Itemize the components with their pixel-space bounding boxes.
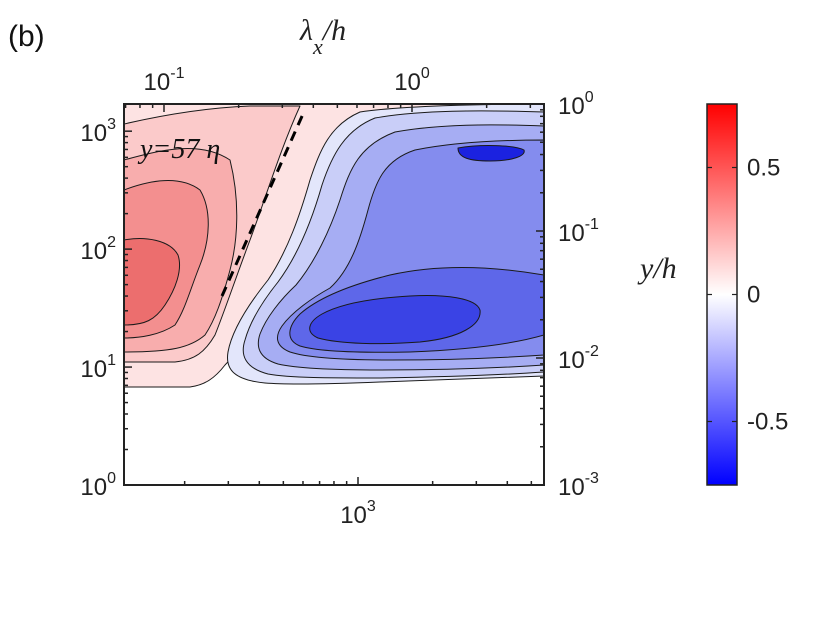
top-axis-title: λx/h	[299, 14, 346, 59]
top-axis-title-base: λ	[299, 14, 313, 47]
right-axis-tick-label: 100	[558, 89, 594, 120]
bottom-axis-tick-label: 103	[340, 498, 376, 529]
colorbar-ticks: 0.5 0 -0.5	[707, 155, 788, 436]
colorbar-tick-label: 0	[747, 282, 760, 309]
left-axis-tick-label: 102	[80, 234, 116, 265]
top-axis-tick-label: 100	[394, 65, 430, 96]
left-axis-tick-label: 103	[80, 116, 116, 147]
left-axis-tick-label: 101	[80, 352, 116, 383]
axes-layer: 100 101 102 103 10-3 10-2 10-1 100 10-1 100 103	[80, 65, 599, 529]
top-axis-tick-label: 10-1	[144, 65, 185, 96]
contour-plot-area	[124, 104, 544, 485]
svg-text:λx/h: λx/h	[299, 14, 346, 59]
right-axis-tick-label: 10-3	[558, 470, 599, 501]
colorbar-tick-label: 0.5	[747, 155, 780, 182]
annotation-label: y=57 η	[137, 134, 220, 165]
top-axis-title-tail: /h	[321, 14, 346, 47]
positive-contour-5	[124, 238, 180, 326]
colorbar: 0.5 0 -0.5	[706, 103, 788, 486]
right-axis-tick-label: 10-1	[558, 216, 599, 247]
panel-label: (b)	[8, 20, 45, 53]
negative-contour-7	[457, 145, 525, 162]
right-axis-title: y/h	[637, 252, 677, 285]
colorbar-tick-label: -0.5	[747, 409, 788, 436]
negative-contour-6	[309, 295, 481, 345]
top-axis-title-sub: x	[312, 34, 323, 59]
right-axis-tick-label: 10-2	[558, 343, 599, 374]
left-axis-tick-label: 100	[80, 470, 116, 501]
